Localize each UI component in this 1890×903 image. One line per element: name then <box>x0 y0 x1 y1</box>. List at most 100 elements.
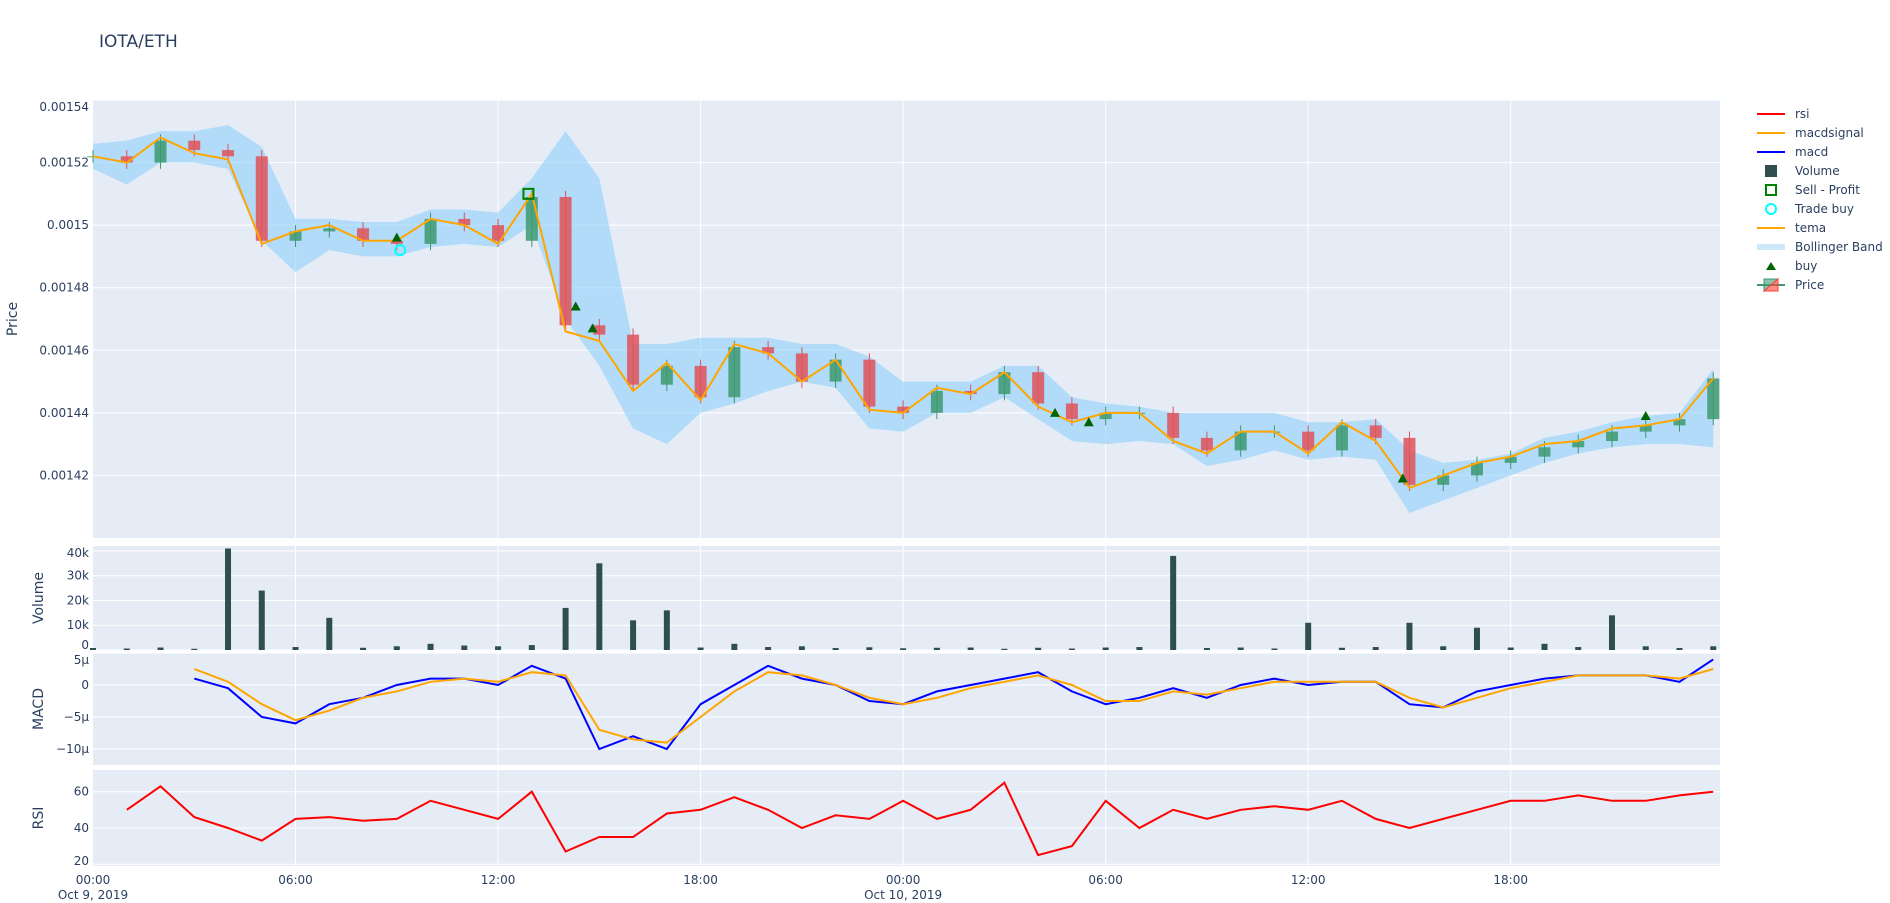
volume-bar <box>832 648 839 650</box>
candle <box>660 365 673 385</box>
candle <box>762 347 775 354</box>
legend-item-macdsignal[interactable]: macdsignal <box>1755 123 1883 142</box>
x-tick-date: Oct 9, 2019 <box>58 888 128 902</box>
volume-bar <box>1507 647 1514 650</box>
candle <box>1335 425 1348 451</box>
candle <box>1369 425 1382 438</box>
volume-bar <box>663 610 670 650</box>
buy-marker <box>1050 407 1061 417</box>
legend-label: tema <box>1795 220 1827 235</box>
volume-bar <box>393 646 400 650</box>
macd-line <box>194 658 1714 751</box>
volume-bar <box>292 647 299 650</box>
candle <box>795 353 808 382</box>
candle <box>863 359 876 407</box>
volume-tick-label: 30k <box>67 569 89 583</box>
price-tick-label: 0.0015 <box>47 218 89 232</box>
volume-bar <box>1608 615 1615 650</box>
legend-label: rsi <box>1795 106 1810 121</box>
volume-bar <box>1406 622 1413 650</box>
price-tick-label: 0.00142 <box>39 468 89 482</box>
candle <box>1032 372 1045 404</box>
x-tick-label: 12:00 <box>1291 873 1326 887</box>
candle <box>1437 475 1450 485</box>
volume-bar <box>900 648 907 650</box>
volume-bar <box>933 647 940 650</box>
legend-band-icon <box>1757 243 1785 250</box>
candle <box>1605 431 1618 442</box>
volume-panel-bg <box>93 546 1720 650</box>
volume-bar <box>258 590 265 650</box>
volume-bar <box>596 563 603 650</box>
rsi-tick-label: 20 <box>74 854 89 868</box>
legend-line-icon <box>1757 131 1785 134</box>
volume-bar <box>1541 643 1548 650</box>
price-tick-label: 0.00148 <box>39 281 89 295</box>
candle <box>1403 437 1416 485</box>
volume-bar <box>697 647 704 650</box>
candle <box>222 150 235 157</box>
macd-tick-label: 0 <box>81 678 89 692</box>
price-tick-label: 0.00152 <box>39 156 89 170</box>
sell-profit-marker <box>522 187 535 200</box>
legend-label: Trade buy <box>1795 201 1854 216</box>
volume-bar <box>1305 622 1312 650</box>
volume-bar <box>360 647 367 650</box>
candle <box>458 218 471 226</box>
legend-label: Price <box>1795 277 1825 292</box>
candle <box>930 390 943 413</box>
legend-item-price[interactable]: Price <box>1755 275 1883 294</box>
legend-item-buy[interactable]: buy <box>1755 256 1883 275</box>
volume-bar <box>630 620 637 650</box>
volume-tick-label: 20k <box>67 593 89 607</box>
volume-bar <box>157 647 164 650</box>
volume-bar <box>967 647 974 650</box>
legend-item-rsi[interactable]: rsi <box>1755 104 1883 123</box>
volume-bar <box>1676 648 1683 650</box>
volume-bar <box>562 607 569 650</box>
volume-bar <box>427 643 434 650</box>
volume-bar <box>1372 647 1379 650</box>
legend-item-trade-buy[interactable]: Trade buy <box>1755 199 1883 218</box>
macd-panel-bg <box>93 653 1720 765</box>
volume-bar <box>90 648 96 650</box>
candle <box>154 140 167 163</box>
legend-label: macdsignal <box>1795 125 1864 140</box>
legend-item-tema[interactable]: tema <box>1755 218 1883 237</box>
x-tick-label: 00:00 <box>886 873 921 887</box>
buy-marker <box>1397 473 1408 483</box>
volume-tick-label: 10k <box>67 618 89 632</box>
legend-item-macd[interactable]: macd <box>1755 142 1883 161</box>
legend-item-bollinger-band[interactable]: Bollinger Band <box>1755 237 1883 256</box>
trade-buy-marker <box>394 244 407 257</box>
legend-candle-icon <box>1757 277 1785 292</box>
candle <box>1065 403 1078 420</box>
legend-item-volume[interactable]: Volume <box>1755 161 1883 180</box>
volume-bar <box>1203 648 1210 650</box>
legend-bar-icon <box>1765 164 1777 177</box>
volume-bar <box>123 648 130 650</box>
volume-bar <box>528 645 535 650</box>
legend-label: macd <box>1795 144 1829 159</box>
volume-bar <box>1642 646 1649 650</box>
buy-marker <box>391 232 402 242</box>
volume-bar <box>326 617 333 650</box>
legend-item-sell-profit[interactable]: Sell - Profit <box>1755 180 1883 199</box>
candle <box>1470 462 1483 476</box>
volume-bar <box>495 646 502 650</box>
legend-label: Bollinger Band <box>1795 239 1883 254</box>
volume-tick-label: 0 <box>81 638 89 652</box>
candle <box>1099 412 1112 420</box>
x-tick-label: 06:00 <box>278 873 313 887</box>
price-tick-label: 0.00154 <box>39 100 89 114</box>
candle <box>525 196 538 241</box>
macd-tick-label: 5µ <box>74 653 90 667</box>
tema-line <box>92 136 1714 490</box>
volume-bar <box>731 643 738 650</box>
volume-bar <box>1440 646 1447 650</box>
candle <box>897 406 910 413</box>
price-tick-label: 0.00144 <box>39 406 89 420</box>
rsi-tick-label: 60 <box>74 785 89 799</box>
volume-bar <box>1035 647 1042 650</box>
volume-bar <box>765 647 772 650</box>
